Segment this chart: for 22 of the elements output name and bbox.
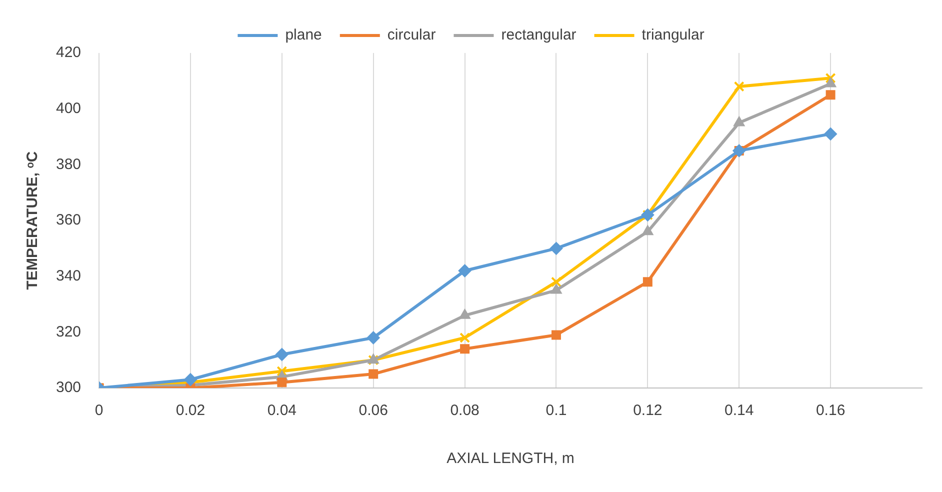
y-tick-label: 380 (56, 156, 82, 173)
x-tick-label: 0.1 (546, 402, 567, 420)
x-tick-label: 0.16 (816, 402, 846, 420)
x-axis-title: AXIAL LENGTH, m (446, 450, 574, 468)
y-tick-label: 320 (56, 323, 82, 340)
x-tick-label: 0.04 (267, 402, 297, 420)
legend-label: rectangular (501, 26, 576, 44)
legend-label: circular (387, 26, 436, 44)
x-tick-label: 0.08 (450, 402, 480, 420)
y-tick-label: 300 (56, 379, 82, 396)
y-tick-label: 360 (56, 212, 82, 229)
y-tick-label: 420 (56, 44, 82, 62)
legend-label: plane (285, 26, 322, 44)
x-tick-label: 0.14 (724, 402, 754, 420)
y-tick-label: 340 (56, 267, 82, 284)
y-tick-label: 400 (56, 100, 82, 117)
y-axis-title: TEMPERATURE, ᵒC (24, 151, 42, 290)
x-tick-label: 0.12 (633, 402, 662, 420)
x-tick-label: 0.06 (358, 402, 388, 420)
x-tick-label: 0 (94, 402, 104, 420)
legend-label: triangular (642, 26, 704, 44)
x-tick-label: 0.02 (176, 402, 206, 420)
